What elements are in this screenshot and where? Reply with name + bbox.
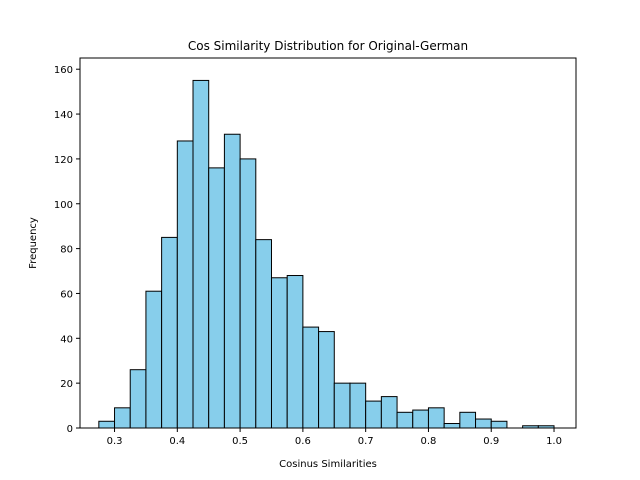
y-tick-label: 20 bbox=[60, 379, 73, 390]
histogram-bar bbox=[318, 331, 335, 429]
y-tick-label: 60 bbox=[60, 289, 73, 300]
histogram-bar bbox=[333, 382, 351, 429]
x-axis-label: Cosinus Similarities bbox=[279, 459, 377, 470]
bars-group bbox=[98, 79, 555, 429]
y-tick-label: 160 bbox=[54, 65, 73, 76]
y-axis-label: Frequency bbox=[28, 217, 39, 269]
plot-frame bbox=[79, 57, 577, 429]
histogram-bar bbox=[302, 326, 320, 429]
histogram-bar bbox=[239, 158, 257, 429]
y-tick-label: 140 bbox=[54, 110, 73, 121]
chart-title: Cos Similarity Distribution for Original… bbox=[188, 39, 468, 53]
x-tick-label: 0.5 bbox=[232, 436, 248, 447]
histogram-bar bbox=[380, 396, 398, 429]
x-tick-label: 1.0 bbox=[546, 436, 562, 447]
x-tick-label: 0.6 bbox=[295, 436, 311, 447]
x-tick-label: 0.4 bbox=[169, 436, 185, 447]
x-tick-label: 0.3 bbox=[107, 436, 123, 447]
histogram-bar bbox=[129, 369, 147, 429]
histogram-bar bbox=[412, 409, 429, 429]
x-axis-ticks: 0.3 0.4 0.5 0.6 0.7 0.8 0.9 1.0 bbox=[107, 428, 562, 447]
histogram-bar bbox=[443, 423, 461, 429]
histogram-bar bbox=[490, 420, 508, 429]
histogram-bar bbox=[223, 133, 241, 429]
histogram-bar bbox=[192, 79, 210, 429]
histogram-bar bbox=[286, 275, 304, 429]
histogram-bar bbox=[270, 277, 288, 429]
y-tick-label: 100 bbox=[54, 200, 73, 211]
y-tick-label: 80 bbox=[60, 245, 73, 256]
histogram-bar bbox=[161, 236, 178, 429]
histogram-bar bbox=[427, 407, 445, 429]
histogram-bar bbox=[396, 411, 414, 429]
y-tick-label: 0 bbox=[67, 424, 73, 435]
histogram-bar bbox=[475, 418, 492, 429]
x-tick-label: 0.9 bbox=[483, 436, 499, 447]
y-axis-ticks: 0 20 40 60 80 100 120 140 160 bbox=[54, 65, 80, 435]
x-tick-label: 0.8 bbox=[421, 436, 437, 447]
x-tick-label: 0.7 bbox=[358, 436, 374, 447]
histogram-bar bbox=[114, 407, 131, 429]
histogram-bar bbox=[365, 400, 382, 429]
histogram-bar bbox=[176, 140, 194, 429]
histogram-bar bbox=[349, 382, 367, 429]
histogram-bar bbox=[459, 411, 477, 429]
histogram-bar bbox=[208, 167, 225, 429]
histogram-bar bbox=[98, 420, 116, 429]
y-tick-label: 120 bbox=[54, 155, 73, 166]
histogram-bar bbox=[145, 290, 163, 429]
y-tick-label: 40 bbox=[60, 334, 73, 345]
histogram-bar bbox=[255, 239, 272, 429]
